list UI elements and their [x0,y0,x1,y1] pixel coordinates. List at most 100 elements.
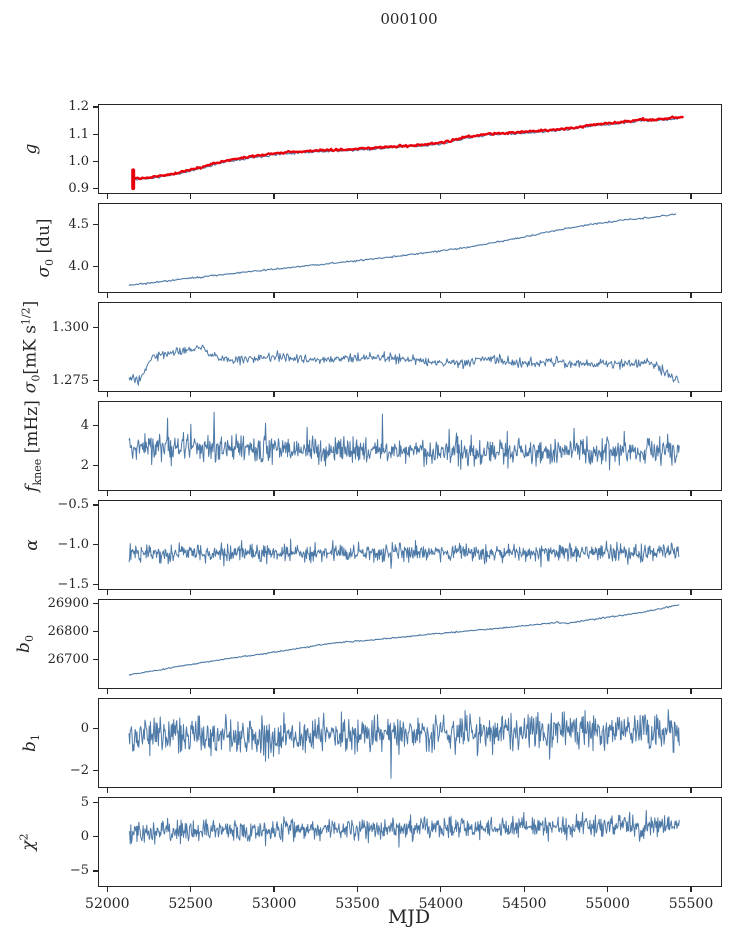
x-tick-mark [440,392,442,397]
x-tick-mark [190,788,192,793]
x-tick-label: 53000 [251,896,297,912]
x-tick-mark [607,788,609,793]
y-tick-label: 1.2 [68,99,89,115]
y-axis-label-part: σ [34,265,54,278]
y-tick-mark [93,424,98,426]
y-tick-mark [93,133,98,135]
y-tick-label: 0.9 [68,181,89,197]
y-axis-label-part: 2 [17,833,31,841]
y-axis-label-part: 0 [29,374,43,382]
y-tick-label: 0 [80,829,89,845]
series-g-smoothed [132,117,680,181]
y-axis-label-part: g [21,143,41,155]
series-b0 [128,604,680,676]
panel-plot-area-sigma0-du [128,213,677,287]
panel-plot-area-sigma0-mks [128,344,680,386]
y-axis-label-part: knee [31,458,44,486]
panel-b0: 26700 26800 26900 b0 [14,597,722,694]
series-sigma0-mks [128,344,680,386]
y-tick-mark [93,659,98,661]
y-axis-label-part: σ [20,381,41,394]
x-tick-mark [690,788,692,793]
x-tick-mark [690,491,692,496]
panel-plot-area-fknee [128,411,680,471]
x-tick-mark [356,788,359,793]
y-tick-mark [93,870,98,872]
x-tick-mark [273,689,275,694]
x-tick-mark [440,293,442,298]
y-axis-label-part: χ [18,840,39,851]
x-tick-mark [106,887,108,892]
panel-g: 0.9 1.0 1.1 1.2 g [21,100,722,199]
x-tick-label: 53500 [335,896,380,912]
x-tick-mark [690,590,692,595]
y-axis-label-sigma0-mks: σ0[mK s1/2] [20,301,43,394]
x-tick-mark [356,491,359,496]
x-tick-mark [356,293,359,298]
y-axis-label-part: b [20,741,40,752]
y-axis-label-part: 1/2 [19,307,33,326]
x-axis-label: MJD [387,906,431,928]
y-axis-label-part: b [14,642,34,653]
panel-b1: 0 −2 b1 [20,698,722,793]
x-tick-mark [273,590,275,595]
y-axis-label-b1: b1 [20,734,42,752]
x-tick-mark [273,293,275,298]
y-tick-label: 26900 [47,595,89,611]
y-axis-label-part: [mK s [20,325,41,375]
x-tick-mark [690,293,692,298]
x-tick-mark [690,689,692,694]
y-tick-label: 1.275 [51,373,89,389]
x-tick-mark [106,689,108,694]
series-alpha [128,538,680,569]
y-axis-label-part: [du] [34,218,54,259]
x-tick-mark [106,788,108,793]
series-chi2 [128,809,680,848]
y-axis-label-part: 0 [23,635,36,643]
series-b1 [128,709,680,779]
series-g-raw [132,115,684,181]
x-tick-mark [607,590,609,595]
x-tick-label: 52500 [168,896,213,912]
series-fknee [128,411,680,471]
panel-sigma0-mks: 1.275 1.300 σ0[mK s1/2] [20,301,722,397]
x-tick-mark [690,194,692,199]
x-tick-mark [523,689,525,694]
x-tick-mark [106,293,108,298]
x-tick-mark [440,194,442,199]
y-tick-label: 4.5 [68,216,89,232]
x-tick-mark [190,887,192,892]
y-tick-mark [93,160,98,163]
x-tick-mark [106,194,108,199]
y-tick-label: 26700 [47,652,89,668]
panel-fknee: 2 4 fknee [mHz] [22,400,722,496]
y-axis-label-chi2: χ2 [18,833,39,850]
x-tick-mark [523,194,525,199]
y-tick-label: −2 [69,763,89,779]
y-tick-mark [93,266,98,268]
x-tick-label: 55500 [668,896,714,912]
x-tick-mark [523,392,525,397]
x-tick-mark [106,590,108,595]
y-axis-label-g: g [21,144,41,155]
y-axis-label-part: [mHz] [22,400,42,459]
x-tick-mark [273,194,275,199]
y-axis-label-b0: b0 [14,635,36,653]
x-tick-mark [273,491,275,496]
x-tick-mark [190,392,192,397]
x-tick-mark [607,392,609,397]
y-tick-mark [93,727,98,729]
x-tick-label: 55000 [585,896,630,912]
x-tick-mark [356,194,359,199]
y-tick-label: 4.0 [68,259,89,275]
x-tick-mark [273,788,275,793]
x-tick-mark [106,491,108,496]
x-tick-mark [523,887,525,892]
x-tick-mark [440,788,442,793]
y-axis-label-part: f [22,485,42,492]
x-tick-mark [190,491,192,496]
y-tick-label: −0.5 [57,497,89,513]
y-tick-label: −5 [69,863,89,879]
x-tick-mark [190,293,192,298]
